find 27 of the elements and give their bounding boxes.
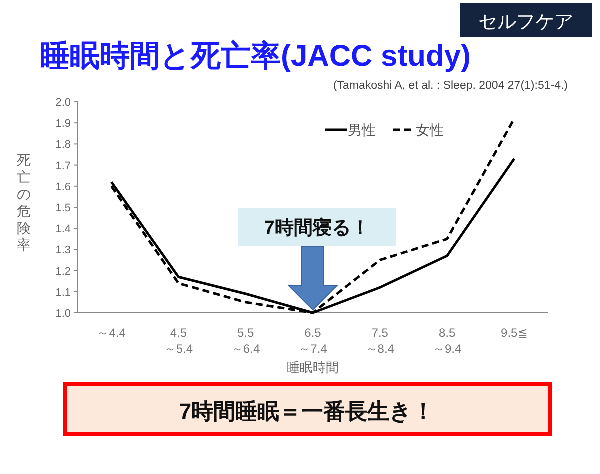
y-tick-label: 1.0 [56,308,71,320]
x-tick-label: 8.5 ～9.4 [432,326,462,356]
y-tick-label: 1.2 [56,266,71,278]
x-tick-label: 9.5≦ [501,326,528,340]
y-tick-label: 1.9 [56,118,71,130]
x-tick-label: ～4.4 [97,326,126,340]
y-tick-label: 1.5 [56,202,71,214]
y-axis-title: 死亡の危険率 [17,152,31,253]
legend-label: 男性 [348,122,376,138]
y-tick-label: 1.3 [56,244,71,257]
x-axis-title: 睡眠時間 [287,360,339,375]
x-tick-label: 4.5 ～5.4 [164,326,194,356]
chart-title: 睡眠時間と死亡率(JACC study) [40,39,472,73]
text: 7時間睡眠＝一番長生き！ [179,399,435,424]
legend-label: 女性 [416,122,444,138]
chart-subtitle: (Tamakoshi A, et al. : Sleep. 2004 27(1):51-4.) [333,80,568,92]
x-tick-label: 5.5 ～6.4 [232,326,261,356]
text: セルフケア [478,12,574,33]
y-tick-label: 2.0 [56,97,71,109]
annotation: 7時間寝る！ [264,217,370,239]
x-tick-label: 6.5 ～7.4 [298,326,328,356]
y-tick-label: 1.8 [56,139,71,152]
x-tick-label: 7.5 ～8.4 [366,326,395,356]
y-tick-label: 1.1 [56,286,71,299]
y-tick-label: 1.7 [56,160,71,172]
y-tick-label: 1.4 [56,224,71,236]
y-tick-label: 1.6 [56,181,71,194]
